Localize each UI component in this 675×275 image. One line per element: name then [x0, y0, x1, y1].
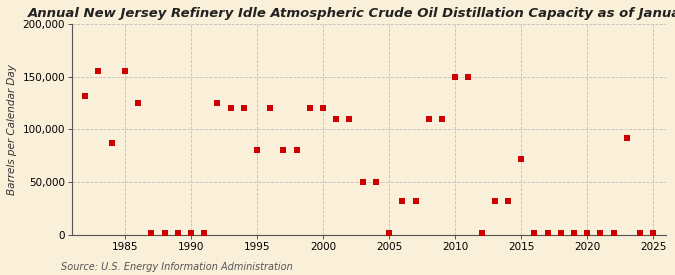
Point	[291, 148, 302, 153]
Point	[265, 106, 275, 110]
Point	[238, 106, 249, 110]
Point	[437, 117, 448, 121]
Point	[146, 230, 157, 235]
Title: Annual New Jersey Refinery Idle Atmospheric Crude Oil Distillation Capacity as o: Annual New Jersey Refinery Idle Atmosphe…	[28, 7, 675, 20]
Point	[344, 117, 355, 121]
Point	[304, 106, 315, 110]
Point	[463, 74, 474, 79]
Point	[159, 230, 170, 235]
Point	[383, 230, 394, 235]
Point	[450, 74, 460, 79]
Point	[489, 199, 500, 203]
Point	[423, 117, 434, 121]
Point	[595, 230, 606, 235]
Point	[648, 230, 659, 235]
Point	[476, 230, 487, 235]
Y-axis label: Barrels per Calendar Day: Barrels per Calendar Day	[7, 64, 17, 195]
Point	[252, 148, 263, 153]
Point	[397, 199, 408, 203]
Point	[212, 101, 223, 105]
Point	[516, 156, 526, 161]
Point	[556, 230, 566, 235]
Point	[80, 93, 90, 98]
Point	[608, 230, 619, 235]
Point	[106, 141, 117, 145]
Text: Source: U.S. Energy Information Administration: Source: U.S. Energy Information Administ…	[61, 262, 292, 271]
Point	[568, 230, 579, 235]
Point	[357, 180, 368, 184]
Point	[318, 106, 329, 110]
Point	[119, 69, 130, 73]
Point	[542, 230, 553, 235]
Point	[371, 180, 381, 184]
Point	[278, 148, 289, 153]
Point	[133, 101, 144, 105]
Point	[622, 136, 632, 140]
Point	[582, 230, 593, 235]
Point	[172, 230, 183, 235]
Point	[529, 230, 540, 235]
Point	[410, 199, 421, 203]
Point	[186, 230, 196, 235]
Point	[331, 117, 342, 121]
Point	[198, 230, 209, 235]
Point	[503, 199, 514, 203]
Point	[93, 69, 104, 73]
Point	[634, 230, 645, 235]
Point	[225, 106, 236, 110]
